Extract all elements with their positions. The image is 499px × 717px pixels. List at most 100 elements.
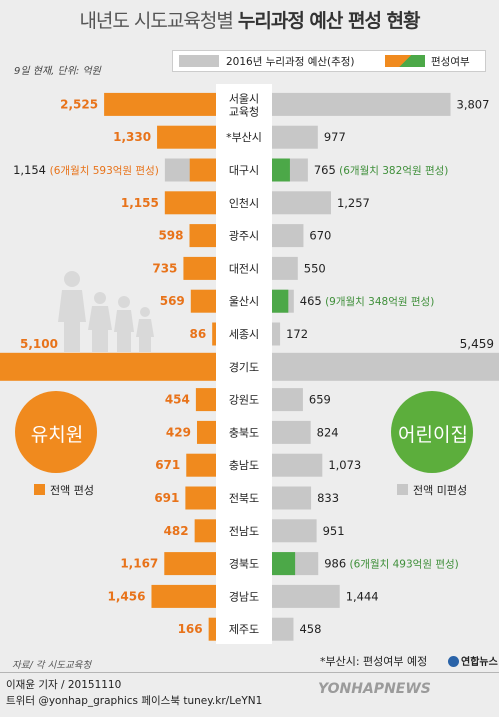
funded-swatch: [34, 484, 45, 495]
daycare-value-label: 1,257: [337, 196, 370, 210]
daycare-value-label: 5,459: [460, 337, 494, 351]
kindergarten-value-label: 5,100: [20, 337, 58, 351]
kindergarten-bar: [183, 256, 216, 280]
kindergarten-bar: [212, 322, 216, 346]
daycare-value-label: 986 (6개월치 493억원 편성): [324, 557, 459, 571]
daycare-note: (6개월치 382억원 편성): [336, 164, 449, 177]
region-label: 대구시: [229, 164, 259, 177]
daycare-value: 1,073: [328, 458, 361, 472]
kindergarten-bar: [164, 191, 216, 215]
kindergarten-value-label: 1,167: [120, 557, 158, 571]
region-label: 충남도: [229, 459, 259, 472]
region-label: 충북도: [229, 426, 259, 439]
daycare-bar: [272, 420, 311, 444]
kindergarten-bar: [196, 420, 216, 444]
daycare-value-label: 3,807: [457, 97, 490, 111]
daycare-value: 824: [317, 425, 339, 439]
daycare-bar-funded: [272, 289, 289, 313]
kindergarten-value-label: 691: [154, 491, 179, 505]
unit-note: 9일 현재, 단위: 억원: [14, 66, 101, 77]
daycare-value-label: 833: [317, 491, 339, 505]
region-label: *부산시: [226, 131, 262, 144]
daycare-value: 765: [314, 163, 336, 177]
daycare-note: (6개월치 493억원 편성): [346, 558, 459, 571]
legend-gray-swatch: [179, 55, 219, 67]
title-prefix: 내년도 시도교육청별: [79, 10, 233, 32]
kindergarten-value-label: 598: [158, 229, 183, 243]
region-label: 전북도: [229, 492, 259, 505]
kindergarten-value-label: 2,525: [60, 97, 98, 111]
daycare-note: (9개월치 348억원 편성): [322, 295, 435, 308]
region-label: 경기도: [229, 361, 259, 374]
daycare-circle: [391, 391, 473, 473]
daycare-value: 1,444: [346, 589, 379, 603]
kindergarten-bar-funded: [189, 158, 216, 182]
kindergarten-bar: [157, 125, 216, 149]
agency-logo: 연합뉴스: [448, 653, 498, 668]
region-label-line2: 교육청: [229, 105, 259, 118]
region-label: 전남도: [229, 525, 259, 538]
daycare-value: 3,807: [457, 97, 490, 111]
legend-gray-label: 2016년 누리과정 예산(추정): [226, 56, 355, 68]
funded-swatch-label: 전액 편성: [50, 484, 94, 497]
watermark: YONHAPNEWS: [318, 681, 431, 697]
daycare-value-label: 765 (6개월치 382억원 편성): [314, 163, 449, 177]
daycare-bar: [272, 322, 281, 346]
region-label: 세종시: [229, 328, 259, 341]
region-label: 인천시: [229, 196, 259, 210]
daycare-bar: [272, 224, 304, 248]
daycare-value-label: 977: [324, 130, 346, 144]
region-label: 광주시: [229, 230, 259, 243]
agency-name: 연합뉴스: [461, 657, 498, 668]
kindergarten-value-label: 1,155: [121, 196, 159, 210]
kindergarten-circle: [15, 391, 97, 473]
source-note: 자료/ 각 시도교육청: [12, 660, 92, 671]
kindergarten-bar: [208, 617, 216, 641]
kindergarten-bar: [151, 584, 216, 608]
region-label: 제주도: [229, 623, 259, 636]
kindergarten-value-label: 1,456: [108, 589, 146, 603]
region-label: 경남도: [229, 590, 259, 603]
daycare-value: 670: [309, 229, 331, 243]
children-silhouette-icon: [58, 271, 154, 352]
daycare-value: 172: [286, 327, 308, 341]
region-label: 울산시: [229, 295, 259, 308]
daycare-value-label: 1,444: [346, 589, 379, 603]
page-title: 내년도 시도교육청별 누리과정 예산 편성 현황: [0, 6, 499, 33]
daycare-bar: [272, 388, 303, 412]
daycare-value: 1,257: [337, 196, 370, 210]
kindergarten-value-label: 482: [164, 524, 189, 538]
kindergarten-value: 1,154: [13, 163, 50, 177]
kindergarten-bar: [190, 289, 216, 313]
daycare-value-label: 824: [317, 425, 339, 439]
daycare-label: 어린이집: [398, 424, 468, 446]
legend-split-label: 편성여부: [431, 56, 470, 68]
daycare-value-label: 670: [309, 229, 331, 243]
daycare-value: 550: [304, 261, 326, 275]
daycare-bar: [272, 256, 298, 280]
footer-divider: [0, 672, 499, 673]
kindergarten-bar: [164, 552, 216, 576]
title-strong: 누리과정 예산 편성 현황: [237, 10, 421, 32]
daycare-value-label: 951: [323, 524, 345, 538]
kindergarten-value-label: 429: [166, 425, 191, 439]
social-links: 트위터 @yonhap_graphics 페이스북 tuney.kr/LeYN1: [6, 695, 263, 707]
region-label: 경북도: [229, 558, 259, 571]
byline: 이재윤 기자 / 20151110: [6, 679, 122, 691]
agency-mark-icon: [448, 656, 459, 667]
daycare-bar: [272, 453, 323, 477]
daycare-value: 458: [299, 622, 321, 636]
kindergarten-value-label: 1,154 (6개월치 593억원 편성): [13, 163, 159, 177]
daycare-bar: [272, 125, 318, 149]
daycare-value: 659: [309, 393, 331, 407]
daycare-value-label: 458: [299, 622, 321, 636]
kindergarten-bar: [194, 519, 216, 543]
daycare-bar-funded: [272, 158, 290, 182]
daycare-bar: [272, 191, 331, 215]
region-label: 강원도: [229, 394, 259, 407]
kindergarten-bar: [189, 224, 216, 248]
daycare-value: 833: [317, 491, 339, 505]
region-label-line1: 서울시: [229, 92, 259, 105]
daycare-value: 977: [324, 130, 346, 144]
